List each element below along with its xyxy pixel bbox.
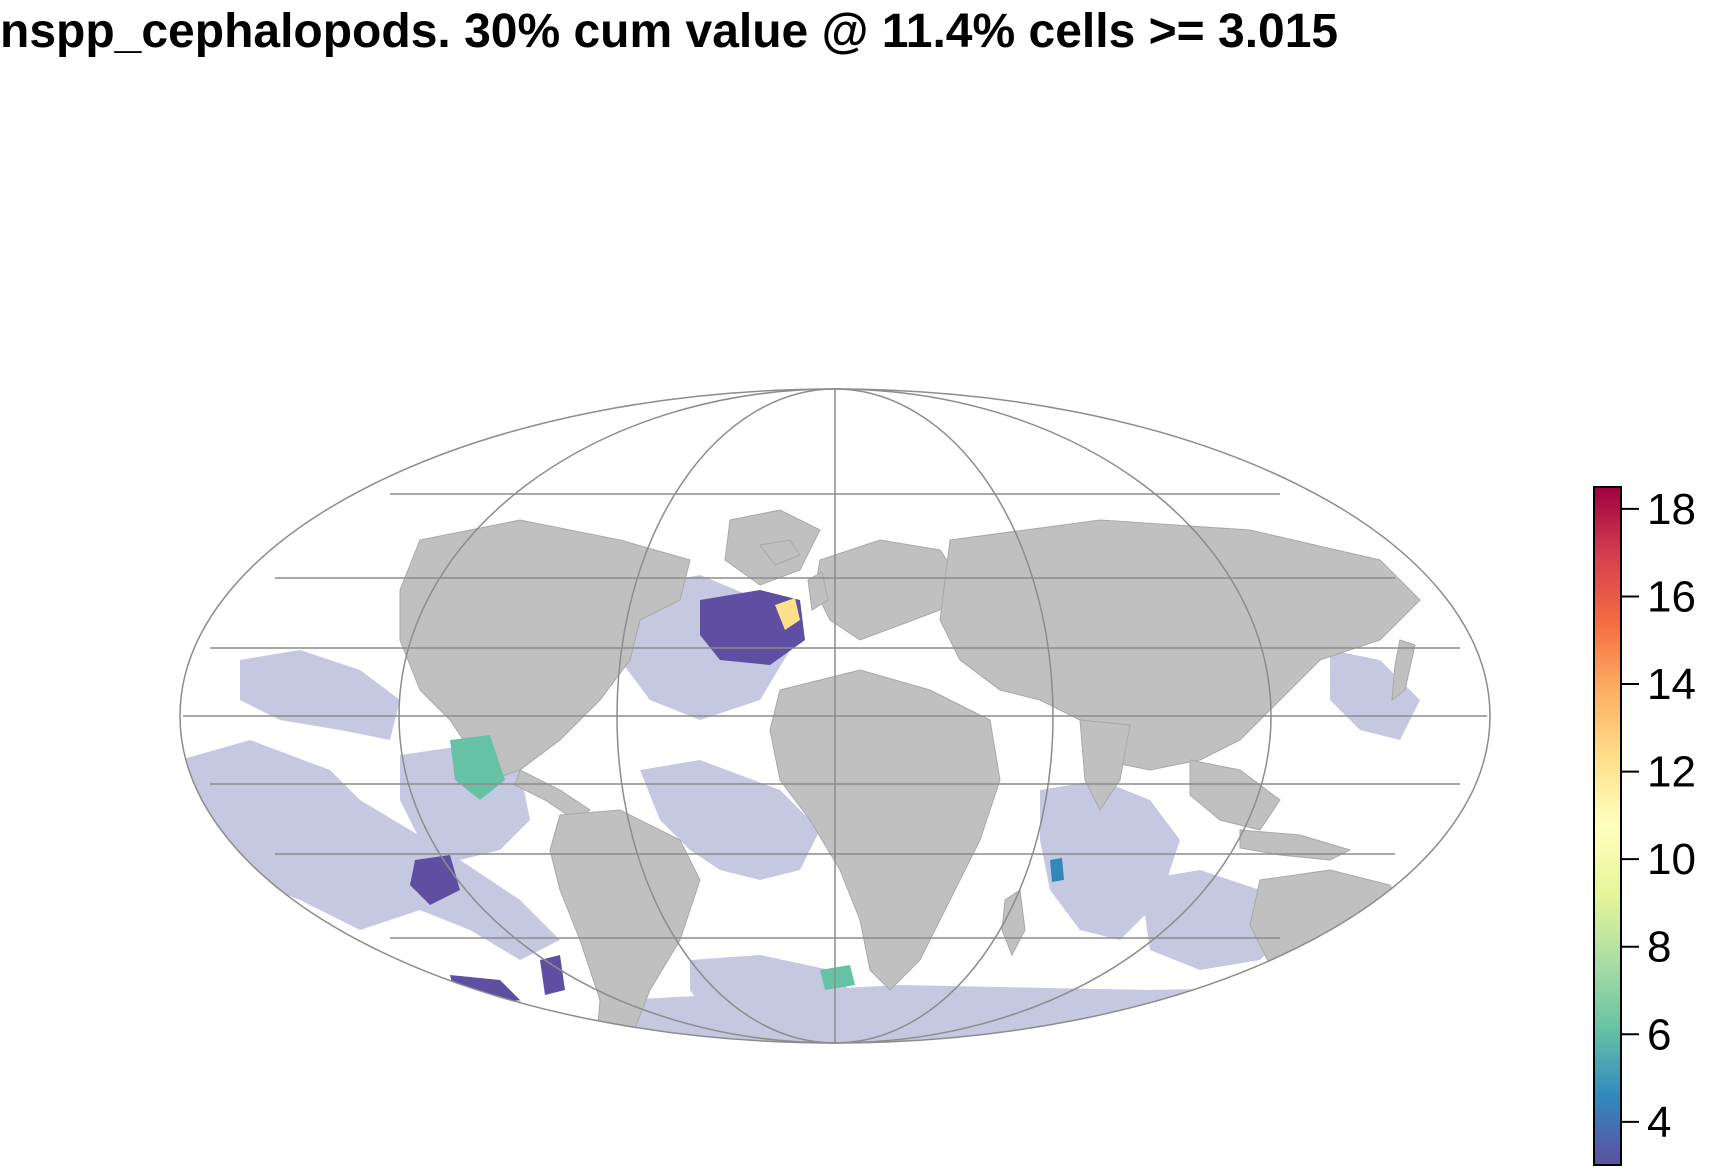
- land-africa: [769, 669, 1001, 991]
- hotspot-north-atlantic-peak: [775, 598, 800, 630]
- hotspot-south-atlantic: [820, 965, 855, 990]
- land-new-zealand: [1427, 959, 1456, 1011]
- indian-ocean-east-values: [1140, 870, 1290, 970]
- land-india: [1079, 719, 1131, 811]
- land-australia: [1249, 869, 1411, 986]
- graticule-meridian: [398, 388, 1272, 1044]
- land-japan: [1391, 639, 1416, 702]
- land-madagascar: [1001, 889, 1026, 957]
- legend-tick-label: 4: [1647, 1098, 1671, 1147]
- hotspot-east-pacific: [410, 855, 460, 905]
- legend-tick-label: 18: [1647, 485, 1696, 534]
- hotspot-indian: [1050, 858, 1064, 882]
- legend-tick-label: 10: [1647, 835, 1696, 884]
- land-southeast-asia: [1189, 759, 1281, 831]
- hotspot-chile: [540, 955, 565, 995]
- land-south-america: [549, 809, 701, 1043]
- atlantic-values: [640, 760, 820, 880]
- land-uk: [807, 571, 829, 611]
- legend-colorbar: [1593, 486, 1622, 1166]
- graticule: [179, 388, 1491, 1044]
- north-pacific-values: [240, 650, 400, 740]
- south-pacific-values: [280, 960, 540, 1043]
- pacific-west-values: [180, 740, 560, 960]
- legend-tick-label: 16: [1647, 572, 1696, 621]
- land-layer: [399, 509, 1456, 1150]
- plot-title: nspp_cephalopods. 30% cum value @ 11.4% …: [0, 5, 1339, 58]
- legend-tick-label: 8: [1647, 923, 1671, 972]
- land-indonesia: [1239, 829, 1352, 861]
- nw-pacific-values: [1330, 650, 1420, 740]
- legend-tick-label: 6: [1647, 1010, 1671, 1059]
- land-europe: [814, 539, 961, 641]
- legend-tick-label: 12: [1647, 748, 1696, 797]
- hotspot-new-zealand: [1370, 950, 1395, 985]
- legend-tick-label: 14: [1647, 660, 1696, 709]
- land-asia: [939, 519, 1421, 771]
- land-iceland: [759, 539, 801, 566]
- land-antarctica: [600, 1080, 1150, 1150]
- southern-ocean-values: [600, 985, 1470, 1043]
- land-north-america: [399, 519, 691, 781]
- legend-ticks: 4 6 8 10 12 14 16 18: [1621, 485, 1696, 1147]
- color-legend: 4 6 8 10 12 14 16 18: [1593, 485, 1696, 1166]
